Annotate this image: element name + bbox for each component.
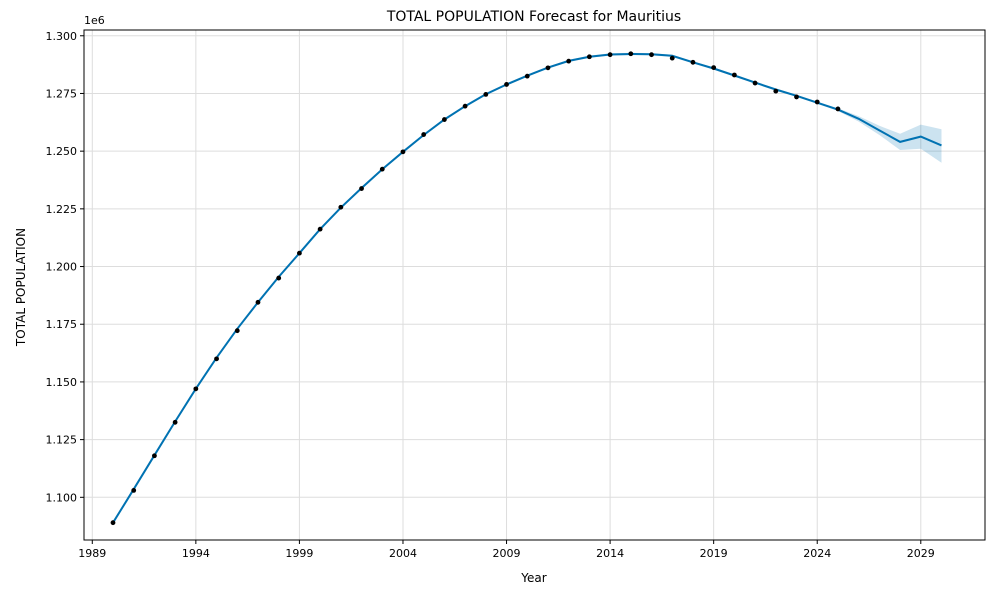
observed-point [172, 419, 178, 425]
observed-point [794, 94, 799, 100]
y-tick-label: 1.200 [46, 261, 78, 274]
observed-point [586, 54, 592, 60]
x-tick-label: 2009 [493, 547, 521, 560]
observed-point [214, 356, 219, 362]
plot-frame [83, 29, 986, 541]
y-tick-label: 1.125 [46, 434, 78, 447]
x-tick-label: 2014 [596, 547, 624, 560]
x-tick-label: 2004 [389, 547, 417, 560]
observed-point [400, 149, 406, 155]
observed-point [607, 52, 613, 58]
observed-point [152, 453, 157, 459]
y-tick-label: 1.300 [46, 30, 78, 43]
observed-point [421, 132, 427, 137]
observed-point [504, 82, 509, 87]
observed-point [545, 65, 551, 71]
observed-point [359, 186, 364, 191]
observed-point [752, 80, 758, 86]
observed-point [628, 51, 634, 57]
y-offset-label: 1e6 [84, 14, 105, 27]
y-tick-label: 1.250 [46, 145, 78, 158]
observed-point [690, 59, 696, 65]
grid [84, 30, 985, 540]
observed-point [731, 72, 737, 78]
x-tick-label: 2029 [907, 547, 935, 560]
observed-point [669, 55, 675, 61]
x-tick-label: 2019 [700, 547, 728, 560]
observed-point [442, 117, 447, 122]
y-axis-ticks: 1.100 1.125 1.150 1.175 1.200 1.225 1.250 1.275… [46, 30, 84, 504]
observed-point [524, 73, 530, 79]
observed-point [234, 328, 240, 334]
x-tick-label: 2024 [803, 547, 831, 560]
observed-point [276, 275, 282, 281]
observed-point [193, 386, 199, 392]
y-tick-label: 1.175 [46, 318, 78, 331]
observed-point [814, 99, 820, 105]
x-axis-ticks: 1989 1994 1999 2004 2009 2014 2019 2024 2029 [78, 540, 935, 560]
y-tick-label: 1.100 [46, 491, 78, 504]
y-tick-label: 1.225 [46, 203, 78, 216]
x-tick-label: 1999 [285, 547, 313, 560]
x-tick-label: 1989 [78, 547, 106, 560]
observed-point [255, 299, 261, 305]
observed-point [649, 52, 654, 58]
observed-point [566, 58, 572, 64]
observed-point [131, 487, 137, 493]
x-axis-label: Year [520, 571, 546, 585]
observed-point [317, 226, 323, 232]
observed-point [379, 166, 385, 172]
observed-point [483, 91, 489, 97]
observed-point [773, 88, 779, 94]
observed-point [462, 103, 468, 109]
chart-title: TOTAL POPULATION Forecast for Mauritius [386, 9, 681, 25]
observed-points-group [110, 51, 841, 526]
y-axis-label: TOTAL POPULATION [14, 228, 28, 347]
observed-point [338, 204, 344, 210]
observed-point [297, 250, 302, 256]
y-tick-label: 1.150 [46, 376, 78, 389]
observed-point [835, 106, 841, 112]
y-tick-label: 1.275 [46, 87, 78, 100]
observed-point [711, 65, 717, 71]
observed-point [110, 520, 116, 526]
x-tick-label: 1994 [182, 547, 210, 560]
